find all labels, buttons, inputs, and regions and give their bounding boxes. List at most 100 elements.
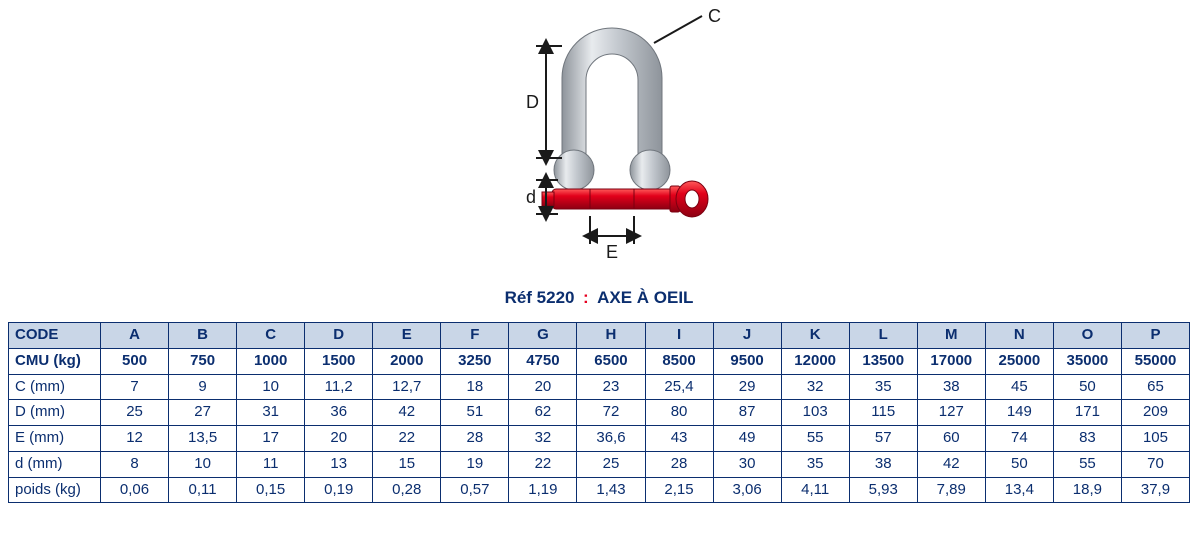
table-row: D (mm)2527313642516272808710311512714917… (9, 400, 1190, 426)
cell: 4,11 (781, 477, 849, 503)
table-row: d (mm)8101113151922252830353842505570 (9, 451, 1190, 477)
cell: 209 (1121, 400, 1189, 426)
cell: 2,15 (645, 477, 713, 503)
cell: 105 (1121, 426, 1189, 452)
dim-label-E: E (606, 242, 618, 262)
cell: 19 (441, 451, 509, 477)
cell: 31 (237, 400, 305, 426)
cell: 23 (577, 374, 645, 400)
cell: 80 (645, 400, 713, 426)
cell: 25 (577, 451, 645, 477)
cell: 28 (441, 426, 509, 452)
spec-table: CODE A B C D E F G H I J K L M N O P (8, 322, 1190, 503)
col-C: C (237, 323, 305, 349)
cell: 12000 (781, 348, 849, 374)
cell: 70 (1121, 451, 1189, 477)
cell: 12 (101, 426, 169, 452)
cell: 9500 (713, 348, 781, 374)
cell: 55000 (1121, 348, 1189, 374)
col-A: A (101, 323, 169, 349)
col-D: D (305, 323, 373, 349)
cell: 500 (101, 348, 169, 374)
cell: 11,2 (305, 374, 373, 400)
cell: 62 (509, 400, 577, 426)
col-L: L (849, 323, 917, 349)
col-M: M (917, 323, 985, 349)
cell: 13,5 (169, 426, 237, 452)
cell: 6500 (577, 348, 645, 374)
cell: 8500 (645, 348, 713, 374)
cell: 115 (849, 400, 917, 426)
cell: 13,4 (985, 477, 1053, 503)
cell: 17000 (917, 348, 985, 374)
cell: 65 (1121, 374, 1189, 400)
cell: 42 (373, 400, 441, 426)
cell: 57 (849, 426, 917, 452)
row-label: D (mm) (9, 400, 101, 426)
col-P: P (1121, 323, 1189, 349)
cell: 55 (1053, 451, 1121, 477)
cell: 18 (441, 374, 509, 400)
row-label: d (mm) (9, 451, 101, 477)
cell: 60 (917, 426, 985, 452)
cell: 103 (781, 400, 849, 426)
cell: 32 (509, 426, 577, 452)
col-G: G (509, 323, 577, 349)
cell: 38 (917, 374, 985, 400)
cell: 0,15 (237, 477, 305, 503)
cell: 171 (1053, 400, 1121, 426)
col-B: B (169, 323, 237, 349)
cell: 13 (305, 451, 373, 477)
cell: 72 (577, 400, 645, 426)
cell: 38 (849, 451, 917, 477)
dim-label-d2: d (526, 187, 536, 207)
cell: 17 (237, 426, 305, 452)
cell: 27 (169, 400, 237, 426)
cell: 51 (441, 400, 509, 426)
caption-name: AXE À OEIL (597, 288, 693, 307)
cell: 8 (101, 451, 169, 477)
row-label: E (mm) (9, 426, 101, 452)
cell: 55 (781, 426, 849, 452)
cell: 25000 (985, 348, 1053, 374)
cell: 22 (373, 426, 441, 452)
table-row: CMU (kg)50075010001500200032504750650085… (9, 348, 1190, 374)
cell: 28 (645, 451, 713, 477)
dim-label-c: C (708, 8, 721, 26)
row-label: C (mm) (9, 374, 101, 400)
cell: 83 (1053, 426, 1121, 452)
table-row: E (mm)1213,5172022283236,643495557607483… (9, 426, 1190, 452)
cell: 37,9 (1121, 477, 1189, 503)
cell: 25 (101, 400, 169, 426)
cell: 50 (985, 451, 1053, 477)
cell: 42 (917, 451, 985, 477)
table-row: C (mm)791011,212,718202325,4293235384550… (9, 374, 1190, 400)
dim-label-D: D (526, 92, 539, 112)
cell: 74 (985, 426, 1053, 452)
caption-ref: Réf 5220 (505, 288, 575, 307)
cell: 1,19 (509, 477, 577, 503)
cell: 49 (713, 426, 781, 452)
cell: 9 (169, 374, 237, 400)
cell: 30 (713, 451, 781, 477)
cell: 32 (781, 374, 849, 400)
cell: 20 (305, 426, 373, 452)
cell: 4750 (509, 348, 577, 374)
col-I: I (645, 323, 713, 349)
cell: 1500 (305, 348, 373, 374)
cell: 0,19 (305, 477, 373, 503)
page-root: C D d E Réf 5220 : AXE À OEIL (0, 0, 1198, 534)
col-J: J (713, 323, 781, 349)
cell: 87 (713, 400, 781, 426)
cell: 29 (713, 374, 781, 400)
table-header-row: CODE A B C D E F G H I J K L M N O P (9, 323, 1190, 349)
cell: 25,4 (645, 374, 713, 400)
diagram-container: C D d E (0, 8, 1198, 278)
cell: 13500 (849, 348, 917, 374)
cell: 22 (509, 451, 577, 477)
cell: 0,11 (169, 477, 237, 503)
cell: 3250 (441, 348, 509, 374)
cell: 0,57 (441, 477, 509, 503)
cell: 5,93 (849, 477, 917, 503)
cell: 12,7 (373, 374, 441, 400)
